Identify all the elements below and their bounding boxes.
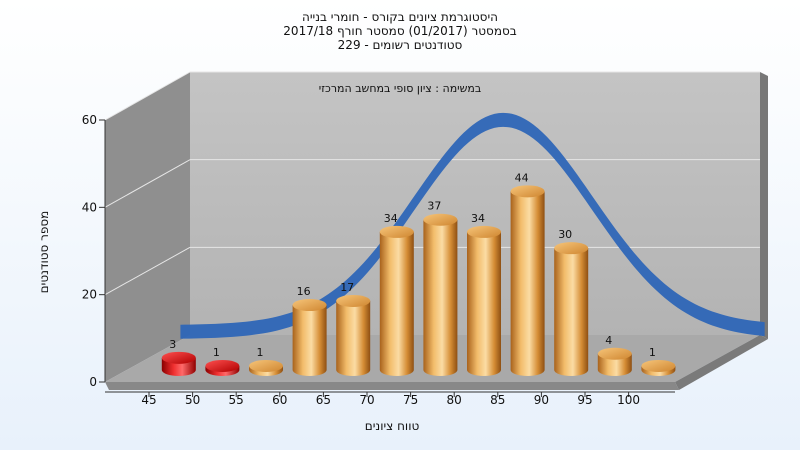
bar-top [292,299,327,312]
chart-subtitle: במשימה : ציון סופי במחשב המרכזי [319,82,482,95]
x-tick-label: 50 [185,393,200,407]
data-label: 4 [605,334,612,347]
bar-top [597,347,632,360]
bar-top [467,225,501,238]
bar-body [554,248,589,376]
bar-45 [161,351,196,376]
bar-top [249,359,283,372]
bar-top [161,351,196,364]
bar-top [641,359,676,372]
curve-ribbon [180,112,765,339]
bar-65 [336,294,371,376]
bar-top [379,225,414,238]
bar-body [292,305,327,376]
bar-85 [510,185,545,376]
bar-top [554,242,589,255]
data-label: 1 [257,346,264,359]
bar-95 [597,347,632,376]
chart-title: היסטוגרמת ציונים בקורס - חומרי בנייה בסמ… [0,10,800,52]
bar-top [336,294,371,307]
gridline-left [104,159,191,208]
x-axis-label: טווח ציונים [365,419,420,433]
bar-body [379,231,414,376]
distribution-curve [180,112,765,339]
bar-body [597,353,632,376]
floor-front-edge [105,382,679,390]
bar-90 [554,242,589,376]
bars [161,185,676,376]
chart-title-line-1: היסטוגרמת ציונים בקורס - חומרי בנייה [302,10,498,24]
y-tick-label: 40 [82,200,97,214]
x-tick-label: 85 [490,393,505,407]
bar-60 [292,299,327,376]
bar-top [510,185,545,198]
chart-title-line-2: בסמסטר (01/2017) סמסטר חורף 2017/18 [283,24,517,38]
right-wall-edge [760,72,768,339]
x-tick-label: 55 [229,393,244,407]
x-tick-label: 95 [577,393,592,407]
data-label: 17 [340,281,354,294]
gridline-left [104,71,191,121]
x-tick-label: 80 [447,393,462,407]
x-tick-label: 100 [617,393,640,407]
data-label: 37 [427,200,441,213]
data-label: 1 [213,346,220,359]
bar-75 [423,213,458,376]
bar-70 [379,225,414,376]
bar-body [423,219,458,376]
data-label: 44 [515,171,529,184]
bar-top [423,213,458,226]
bar-55 [249,359,283,376]
bar-top [205,359,240,372]
y-axis-label: מספר סטודנטים [37,211,51,294]
bar-body [510,191,545,376]
x-tick-label: 90 [534,393,549,407]
bar-50 [205,359,240,376]
floor-right-edge [675,335,768,390]
data-label: 34 [384,212,398,225]
x-tick-label: 65 [316,393,331,407]
x-tick-label: 60 [272,393,287,407]
axes: 0 20 40 60 45 50 55 60 65 70 75 80 85 90 95 100 [82,113,675,407]
y-tick-label: 0 [89,375,97,389]
bar-80 [467,225,501,376]
back-wall [190,72,760,335]
data-label: 3 [169,338,176,351]
y-tick-label: 20 [82,288,97,302]
chart-title-line-3: סטודנטים רשומים - 229 [337,38,463,52]
y-tick-label: 60 [82,113,97,127]
data-label: 30 [558,228,572,241]
data-label: 34 [471,212,485,225]
data-labels: 3 1 1 16 17 34 37 34 44 30 4 1 [169,171,656,359]
data-label: 16 [297,285,311,298]
x-tick-label: 45 [141,393,156,407]
x-tick-label: 70 [359,393,374,407]
gridline-left [104,246,191,296]
bar-body [336,300,371,376]
x-tick-label: 75 [403,393,418,407]
bar-100 [641,359,676,376]
left-wall [105,72,190,382]
data-label: 1 [649,346,656,359]
bar-body [467,231,501,376]
